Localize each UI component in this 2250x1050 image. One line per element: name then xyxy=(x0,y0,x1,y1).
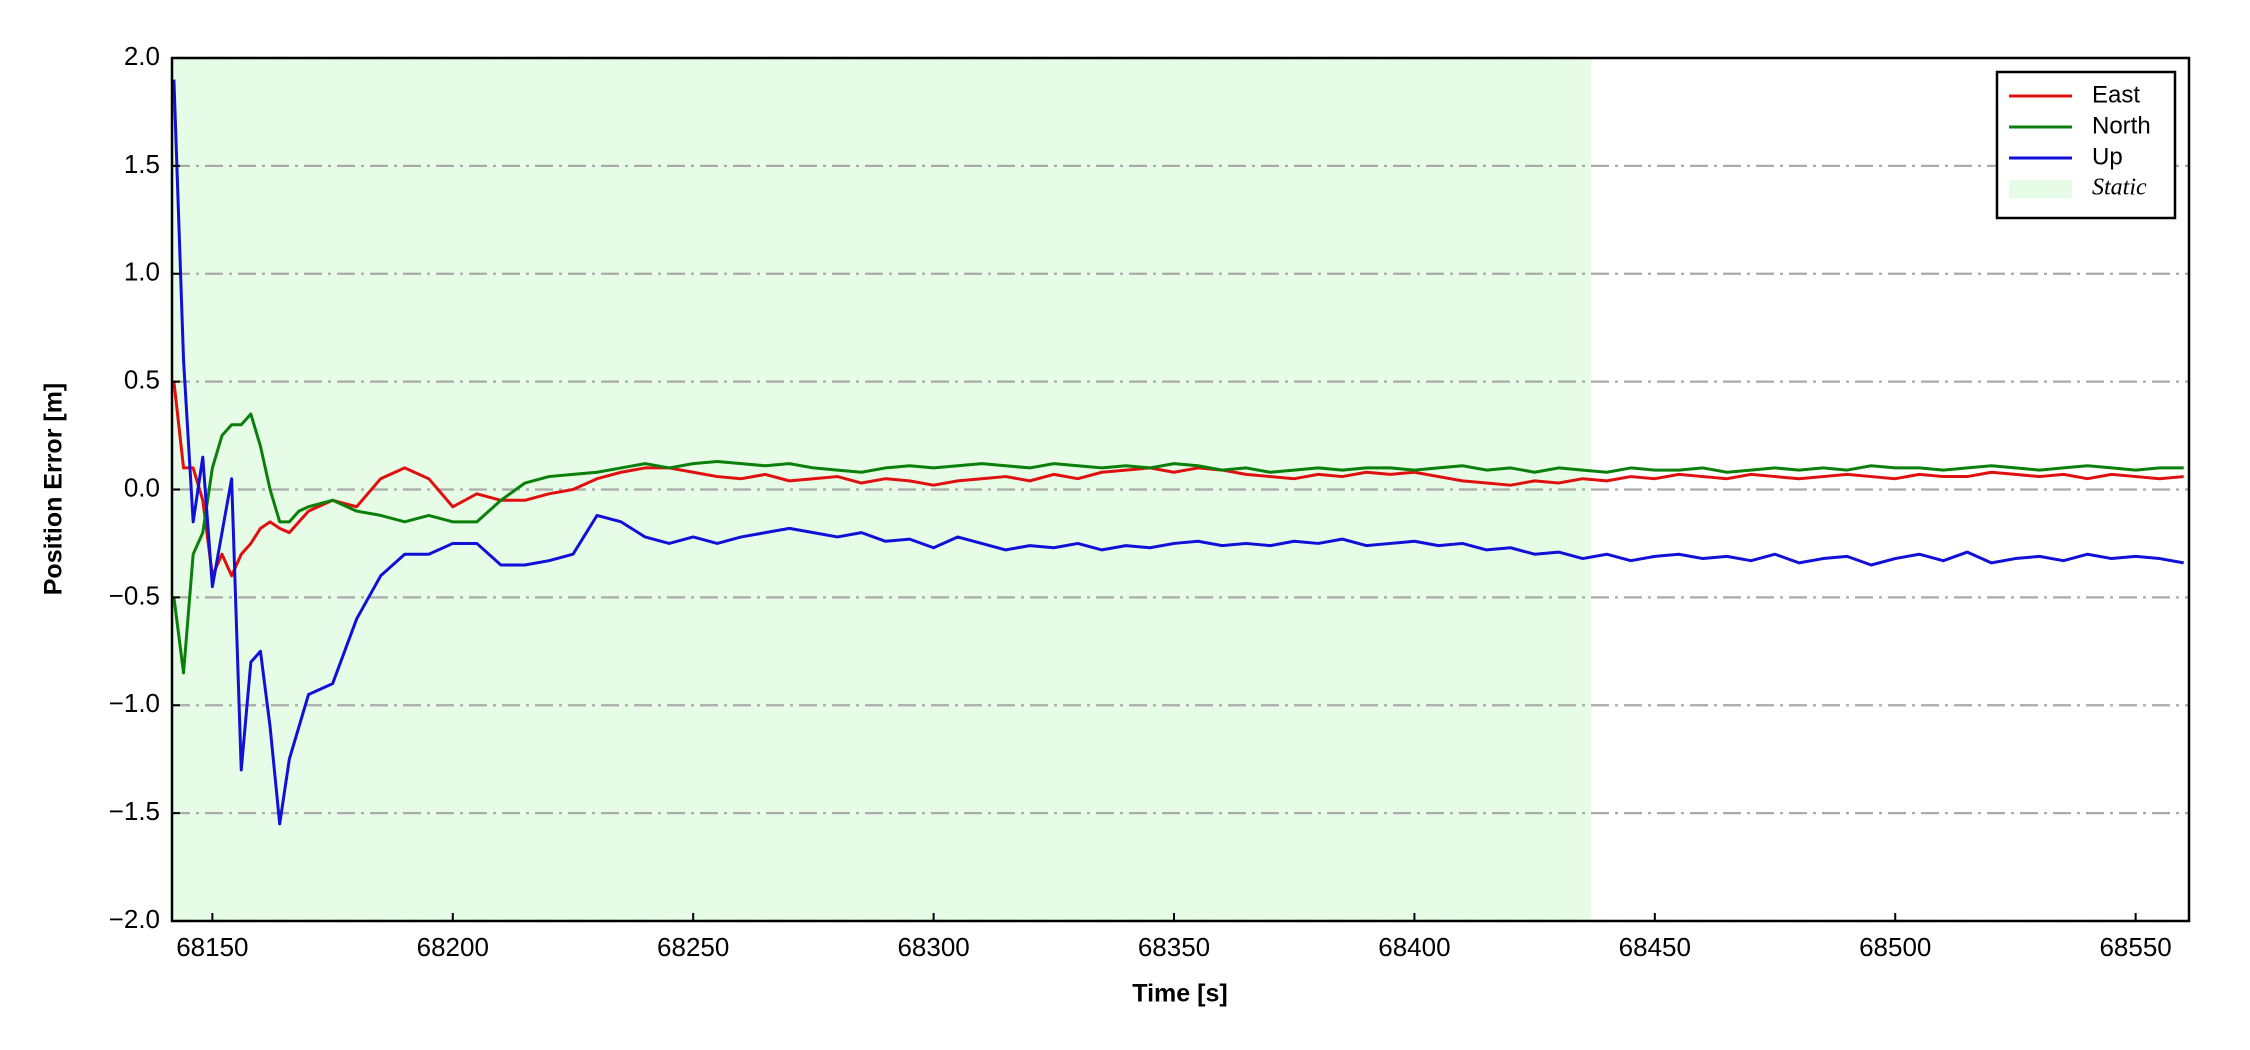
axes: −2.0 −1.5 −1.0 −0.5 0.0 0.5 1.0 1.5 2.0 68150 6820… xyxy=(109,41,2172,962)
y-tick-label: 2.0 xyxy=(124,41,160,71)
y-tick-label: −0.5 xyxy=(109,580,160,610)
x-tick-label: 68150 xyxy=(176,932,248,962)
x-tick-label: 68200 xyxy=(417,932,489,962)
x-tick-label: 68250 xyxy=(657,932,729,962)
y-tick-label: −1.0 xyxy=(109,688,160,718)
series-line xyxy=(172,412,2184,675)
x-tick-label: 68550 xyxy=(2099,932,2171,962)
x-tick-label: 68350 xyxy=(1138,932,1210,962)
y-tick-label: 1.5 xyxy=(124,149,160,179)
series-lines xyxy=(172,79,2184,826)
y-axis-label: Position Error [m] xyxy=(40,383,68,596)
x-tick-label: 68300 xyxy=(897,932,969,962)
legend-swatch xyxy=(2009,180,2072,198)
legend: East North Up Static xyxy=(1995,70,2177,220)
x-tick-label: 68500 xyxy=(1859,932,1931,962)
y-tick-label: 1.0 xyxy=(124,257,160,287)
legend-label: Static xyxy=(2092,175,2147,201)
x-tick-label: 68400 xyxy=(1378,932,1450,962)
y-tick-label: −2.0 xyxy=(109,904,160,934)
series-line xyxy=(172,79,2184,826)
x-tick-label: 68450 xyxy=(1619,932,1691,962)
y-tick-label: −1.5 xyxy=(109,796,160,826)
legend-label: Up xyxy=(2092,143,2123,170)
y-tick-label: 0.0 xyxy=(124,472,160,502)
legend-label: North xyxy=(2092,112,2151,139)
y-tick-label: 0.5 xyxy=(124,365,160,395)
x-axis-label: Time [s] xyxy=(1132,980,1227,1008)
legend-label: East xyxy=(2092,81,2140,108)
